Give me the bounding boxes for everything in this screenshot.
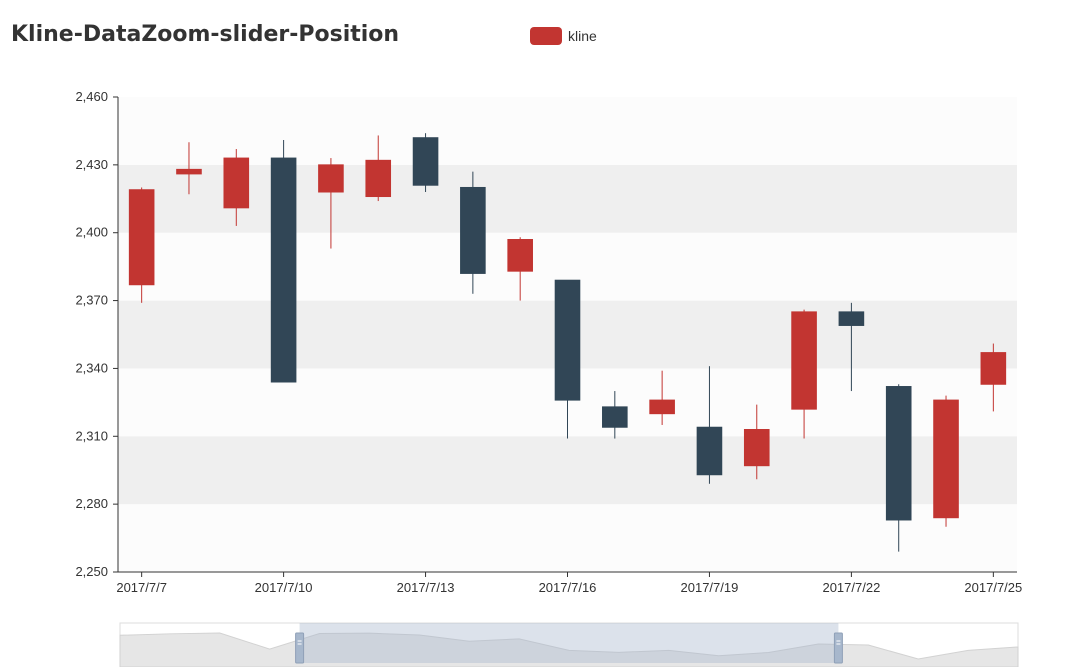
candle bbox=[602, 391, 628, 439]
y-tick-label: 2,250 bbox=[75, 564, 108, 579]
candle bbox=[791, 309, 817, 439]
candle-body bbox=[554, 279, 581, 401]
legend-swatch bbox=[530, 27, 562, 45]
y-axis: 2,250 2,280 2,310 2,340 2,370 2,400 2,430 2,460 bbox=[75, 89, 119, 579]
candle-body bbox=[933, 399, 959, 519]
y-tick-label: 2,370 bbox=[75, 293, 108, 308]
candle bbox=[743, 404, 770, 480]
candle bbox=[270, 139, 297, 383]
candle bbox=[980, 343, 1007, 412]
candle-body bbox=[412, 137, 439, 186]
candle bbox=[365, 135, 392, 202]
x-tick-label: 2017/7/10 bbox=[255, 580, 313, 595]
candle-body bbox=[791, 311, 817, 410]
candle-body bbox=[460, 186, 486, 274]
candle-body bbox=[365, 159, 392, 198]
candle-body bbox=[270, 157, 297, 383]
candle bbox=[933, 395, 959, 527]
x-tick-label: 2017/7/22 bbox=[822, 580, 880, 595]
data-zoom-slider bbox=[119, 622, 1019, 667]
candle-body bbox=[649, 399, 675, 415]
x-tick-label: 2017/7/13 bbox=[397, 580, 455, 595]
y-tick-label: 2,340 bbox=[75, 360, 108, 375]
candle bbox=[649, 370, 675, 425]
candle-body bbox=[696, 426, 723, 476]
split-area-band bbox=[118, 436, 1017, 505]
candle bbox=[223, 149, 250, 226]
candle-body bbox=[602, 406, 628, 428]
chart-title: Kline-DataZoom-slider-Position bbox=[11, 22, 400, 47]
candle bbox=[885, 384, 912, 552]
legend-label: kline bbox=[568, 28, 597, 44]
split-area-band bbox=[118, 504, 1017, 572]
split-area-band bbox=[118, 164, 1017, 233]
legend-item-kline[interactable]: kline bbox=[530, 27, 597, 45]
candle-body bbox=[743, 429, 770, 467]
candle-body bbox=[128, 189, 155, 286]
y-tick-label: 2,310 bbox=[75, 428, 108, 443]
x-tick-label: 2017/7/16 bbox=[539, 580, 597, 595]
candle bbox=[838, 302, 865, 392]
candle-body bbox=[507, 239, 533, 272]
x-tick-label: 2017/7/19 bbox=[681, 580, 739, 595]
candle bbox=[128, 187, 155, 303]
candle-body bbox=[838, 311, 865, 326]
x-axis: 2017/7/7 2017/7/10 2017/7/13 2017/7/16 2017/… bbox=[116, 571, 1022, 595]
zoom-data-shadow bbox=[119, 632, 1019, 667]
candle bbox=[412, 133, 439, 192]
candlestick-series bbox=[128, 133, 1007, 552]
y-tick-label: 2,280 bbox=[75, 496, 108, 511]
candle bbox=[507, 237, 533, 301]
candle-body bbox=[223, 157, 250, 209]
y-tick-label: 2,460 bbox=[75, 89, 108, 104]
candle-body bbox=[885, 386, 912, 521]
zoom-handle-end[interactable] bbox=[833, 632, 843, 664]
candle bbox=[176, 142, 202, 195]
y-tick-label: 2,400 bbox=[75, 225, 108, 240]
candle-body bbox=[318, 164, 344, 193]
candle bbox=[318, 158, 344, 249]
x-tick-label: 2017/7/25 bbox=[964, 580, 1022, 595]
x-tick-label: 2017/7/7 bbox=[116, 580, 167, 595]
candle bbox=[554, 279, 581, 439]
candle bbox=[460, 171, 486, 294]
candle bbox=[696, 366, 723, 484]
zoom-window[interactable] bbox=[299, 623, 839, 663]
zoom-handle-start[interactable] bbox=[295, 632, 305, 664]
y-tick-label: 2,430 bbox=[75, 157, 108, 172]
candle-body bbox=[176, 168, 202, 175]
split-area-band bbox=[118, 97, 1017, 165]
candle-body bbox=[980, 352, 1007, 385]
